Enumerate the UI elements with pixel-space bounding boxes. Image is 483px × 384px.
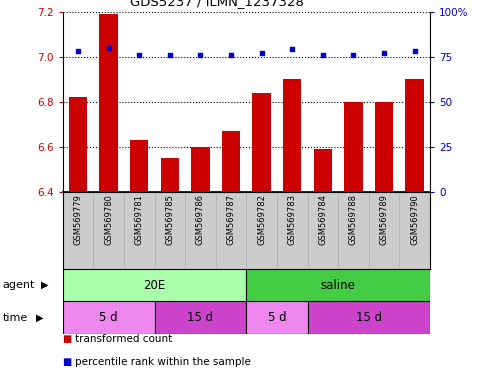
Point — [227, 52, 235, 58]
Point — [380, 50, 388, 56]
Bar — [253, 93, 271, 192]
Bar — [405, 79, 424, 192]
Text: 20E: 20E — [143, 279, 166, 291]
Text: GSM569787: GSM569787 — [227, 194, 236, 245]
Text: time: time — [2, 313, 28, 323]
Bar — [246, 301, 308, 334]
Text: GDS5237 / ILMN_1237328: GDS5237 / ILMN_1237328 — [130, 0, 304, 8]
Text: agent: agent — [2, 280, 35, 290]
Text: saline: saline — [321, 279, 355, 291]
Bar — [130, 140, 148, 192]
Text: ▶: ▶ — [41, 280, 49, 290]
Text: GSM569783: GSM569783 — [288, 194, 297, 245]
Bar — [283, 79, 301, 192]
Bar — [99, 14, 118, 192]
Bar — [69, 97, 87, 192]
Text: ■: ■ — [63, 334, 75, 344]
Point — [166, 52, 174, 58]
Text: GSM569781: GSM569781 — [135, 194, 144, 245]
Text: GSM569779: GSM569779 — [73, 194, 83, 245]
Text: GSM569786: GSM569786 — [196, 194, 205, 245]
Text: GSM569790: GSM569790 — [410, 194, 419, 245]
Text: GSM569788: GSM569788 — [349, 194, 358, 245]
Text: GSM569780: GSM569780 — [104, 194, 113, 245]
Point — [74, 48, 82, 54]
Text: GSM569784: GSM569784 — [318, 194, 327, 245]
Point — [197, 52, 204, 58]
Text: GSM569789: GSM569789 — [380, 194, 388, 245]
Point — [258, 50, 266, 56]
Point — [319, 52, 327, 58]
Bar — [246, 269, 430, 301]
Bar — [161, 158, 179, 192]
Bar — [63, 269, 246, 301]
Point — [105, 45, 113, 51]
Bar — [375, 102, 393, 192]
Text: 5 d: 5 d — [268, 311, 286, 324]
Text: GSM569782: GSM569782 — [257, 194, 266, 245]
Point — [350, 52, 357, 58]
Bar — [63, 301, 155, 334]
Point — [288, 46, 296, 53]
Bar — [191, 147, 210, 192]
Bar — [313, 149, 332, 192]
Bar — [155, 301, 246, 334]
Text: 5 d: 5 d — [99, 311, 118, 324]
Text: 15 d: 15 d — [355, 311, 382, 324]
Text: percentile rank within the sample: percentile rank within the sample — [75, 357, 251, 367]
Text: ■: ■ — [63, 357, 75, 367]
Bar — [222, 131, 240, 192]
Bar — [344, 102, 363, 192]
Text: GSM569785: GSM569785 — [165, 194, 174, 245]
Text: 15 d: 15 d — [187, 311, 213, 324]
Bar — [308, 301, 430, 334]
Point — [411, 48, 418, 54]
Point — [135, 52, 143, 58]
Text: ▶: ▶ — [36, 313, 43, 323]
Text: transformed count: transformed count — [75, 334, 172, 344]
